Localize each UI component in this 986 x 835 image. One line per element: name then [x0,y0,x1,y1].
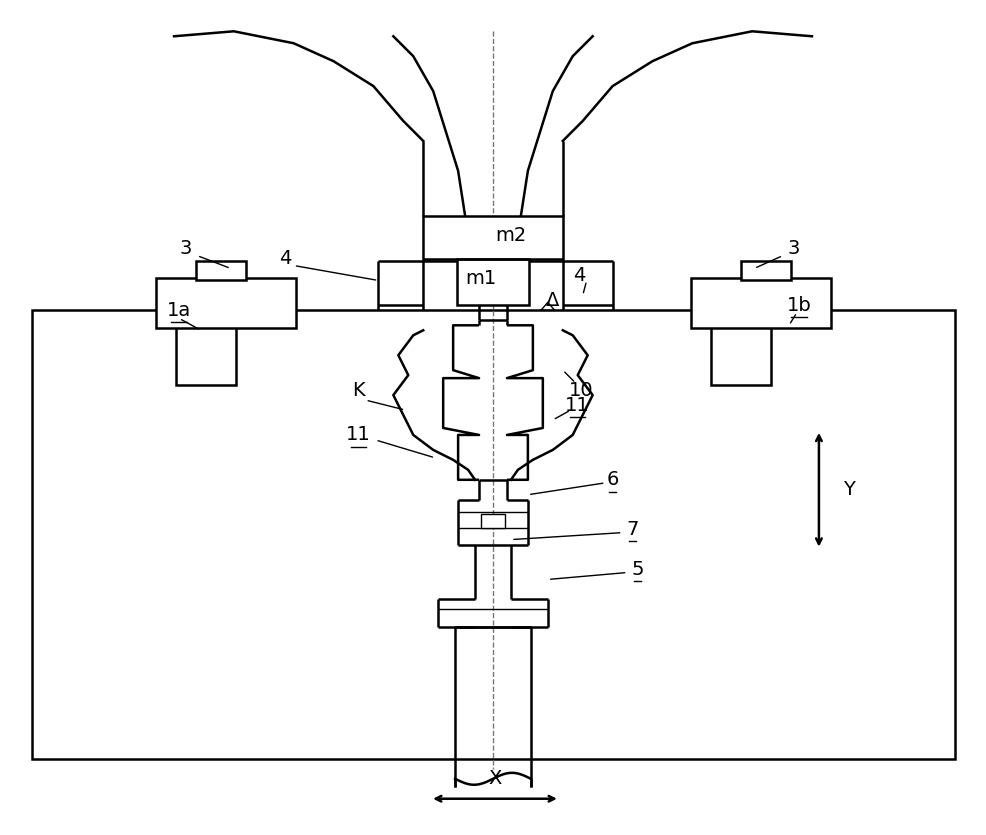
Text: 4: 4 [279,249,292,268]
Text: 11: 11 [565,396,590,414]
Text: 1a: 1a [167,301,191,320]
Text: 4: 4 [573,266,586,285]
Text: 11: 11 [346,426,371,444]
Text: K: K [352,381,365,400]
Bar [196,261,246,281]
Text: 5: 5 [631,560,643,579]
Bar [176,311,236,385]
Text: Y: Y [842,480,854,499]
Text: 1b: 1b [786,296,810,315]
Bar [480,514,505,528]
Text: 10: 10 [568,381,593,400]
Text: 6: 6 [605,470,618,489]
Bar [690,278,830,328]
Text: 7: 7 [626,520,638,539]
Text: 3: 3 [179,239,192,258]
Text: X: X [488,769,501,788]
Bar [32,311,954,759]
Text: 3: 3 [787,239,800,258]
Text: Δ: Δ [545,291,559,310]
Bar [711,311,770,385]
Text: m2: m2 [495,226,527,245]
Text: m1: m1 [465,269,496,288]
Bar [740,261,790,281]
Bar [156,278,296,328]
Bar [423,215,562,261]
Bar [457,259,528,306]
